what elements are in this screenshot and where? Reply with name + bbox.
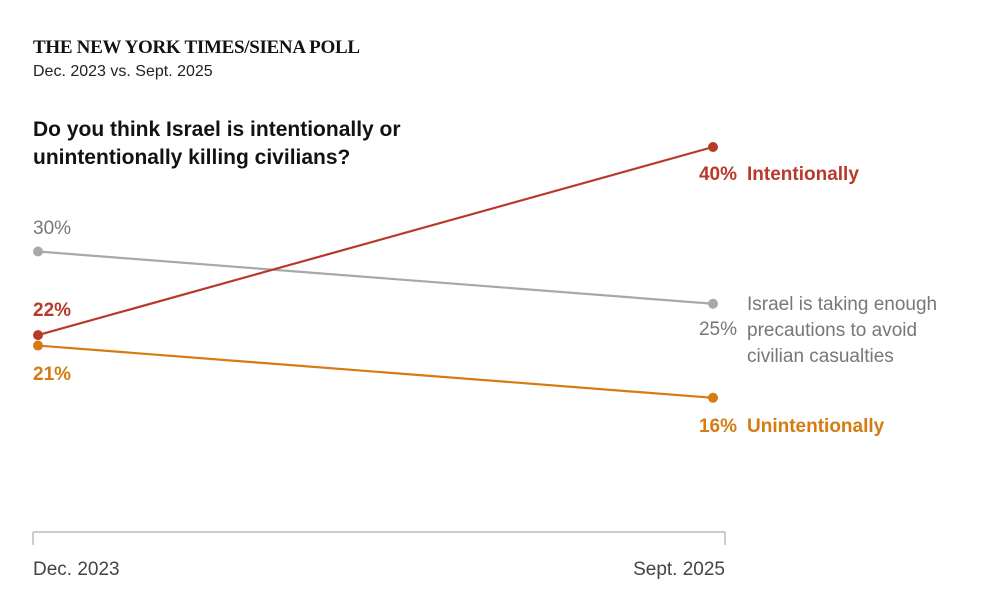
data-point-precautions [33,246,43,257]
data-label: 22% [33,300,71,321]
data-label: 25% [699,319,737,340]
data-label: 16% [699,416,737,437]
data-point-intentionally [33,330,43,341]
data-point-precautions [708,298,718,309]
data-point-unintentionally [33,340,43,351]
brand-title: THE NEW YORK TIMES/SIENA POLL [33,37,360,58]
series-label: civilian casualties [747,346,894,367]
series-label: Unintentionally [747,416,885,437]
series-line-precautions [37,250,714,305]
data-label: 30% [33,218,71,239]
series-line-unintentionally [37,344,714,399]
series-label: Israel is taking enough [747,294,937,315]
chart-question: Do you think Israel is intentionally or … [33,118,401,169]
subtitle: Dec. 2023 vs. Sept. 2025 [33,63,213,80]
data-point-unintentionally [708,392,718,403]
series-label: precautions to avoid [747,320,917,341]
x-tick-label: Dec. 2023 [33,559,120,580]
x-tick-label: Sept. 2025 [633,559,725,580]
data-label: 40% [699,164,737,185]
series-line-intentionally [37,145,714,337]
data-point-intentionally [708,142,718,152]
series-label: Intentionally [747,164,859,185]
data-label: 21% [33,364,71,385]
